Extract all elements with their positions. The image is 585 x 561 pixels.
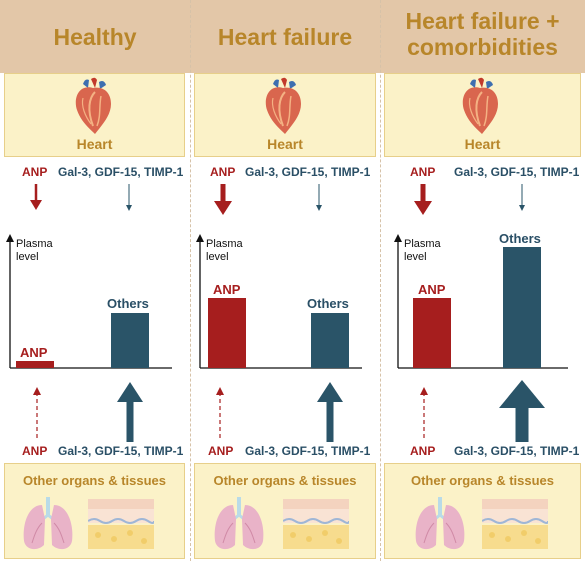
top-anp-label: ANP xyxy=(210,165,236,179)
heart-icon xyxy=(265,77,301,134)
column-divider xyxy=(190,0,191,561)
organs-label: Other organs & tissues xyxy=(22,473,167,488)
column-title-healthy: Healthy xyxy=(53,24,137,50)
skin-tissue-icon xyxy=(283,499,349,549)
column-title-hf-comorbidities: Heart failure + comorbidities xyxy=(380,8,585,61)
top-anp-label: ANP xyxy=(22,165,48,179)
plasma-level-axes xyxy=(196,234,362,369)
arrow-down-icon xyxy=(414,184,432,215)
anp-bar xyxy=(16,361,54,368)
top-markers-label: Gal-3, GDF-15, TIMP-1 xyxy=(454,165,580,179)
header-band xyxy=(0,0,585,73)
lungs-icon xyxy=(214,497,264,550)
others-bar-label: Others xyxy=(307,296,349,311)
axis-label-line-2: level xyxy=(404,251,427,264)
others-bar-label: Others xyxy=(499,231,541,246)
others-bar-label: Others xyxy=(107,296,149,311)
axis-label-line-1: Plasma xyxy=(404,238,441,250)
top-markers-label: Gal-3, GDF-15, TIMP-1 xyxy=(58,165,184,179)
others-bar xyxy=(111,313,149,368)
plasma-level-axes xyxy=(6,234,172,369)
top-markers-label: Gal-3, GDF-15, TIMP-1 xyxy=(245,165,371,179)
skin-tissue-icon xyxy=(88,499,154,549)
anp-bar xyxy=(208,298,246,368)
axis-label: Plasma level xyxy=(16,238,53,264)
arrow-down-icon xyxy=(214,184,232,215)
heart-icon xyxy=(462,77,498,134)
arrow-down-icon xyxy=(126,184,132,211)
heart-label: Heart xyxy=(267,136,303,152)
axis-label-line-1: Plasma xyxy=(16,238,53,250)
skin-tissue-icon xyxy=(482,499,548,549)
heart-icon xyxy=(75,77,111,134)
others-bar xyxy=(503,247,541,368)
anp-bar-label: ANP xyxy=(418,282,446,297)
bottom-anp-label: ANP xyxy=(410,444,436,458)
arrow-up-icon xyxy=(216,387,224,438)
heart-label: Heart xyxy=(76,136,113,152)
bottom-anp-label: ANP xyxy=(208,444,234,458)
lungs-icon xyxy=(23,497,73,550)
axis-label-line-2: level xyxy=(206,251,229,264)
top-anp-label: ANP xyxy=(410,165,436,179)
axis-label: Plasma level xyxy=(404,238,441,264)
arrow-up-icon xyxy=(317,382,343,442)
bottom-anp-label: ANP xyxy=(22,444,48,458)
bottom-markers-label: Gal-3, GDF-15, TIMP-1 xyxy=(454,444,580,458)
arrow-down-icon xyxy=(519,184,525,211)
bottom-markers-label: Gal-3, GDF-15, TIMP-1 xyxy=(245,444,371,458)
column-divider xyxy=(380,0,381,561)
bottom-markers-label: Gal-3, GDF-15, TIMP-1 xyxy=(58,444,184,458)
organs-label: Other organs & tissues xyxy=(213,473,357,488)
anp-bar-label: ANP xyxy=(213,282,241,297)
others-bar xyxy=(311,313,349,368)
axis-label-line-1: Plasma xyxy=(206,238,243,250)
arrow-down-icon xyxy=(30,184,42,210)
arrow-up-icon xyxy=(117,382,143,442)
arrow-up-icon xyxy=(33,387,41,438)
axis-label-line-2: level xyxy=(16,251,39,264)
title-line-1: Heart failure + xyxy=(405,8,560,34)
arrow-up-icon xyxy=(499,380,545,442)
plasma-level-axes xyxy=(394,234,568,369)
arrow-down-icon xyxy=(316,184,322,211)
organs-label: Other organs & tissues xyxy=(410,473,555,488)
heart-label: Heart xyxy=(464,136,501,152)
column-title-heart-failure: Heart failure xyxy=(217,24,353,50)
title-line-2: comorbidities xyxy=(407,34,558,61)
axis-label: Plasma level xyxy=(206,238,243,264)
lungs-icon xyxy=(415,497,465,550)
anp-bar xyxy=(413,298,451,368)
arrow-up-icon xyxy=(420,387,428,438)
anp-bar-label: ANP xyxy=(20,345,48,360)
